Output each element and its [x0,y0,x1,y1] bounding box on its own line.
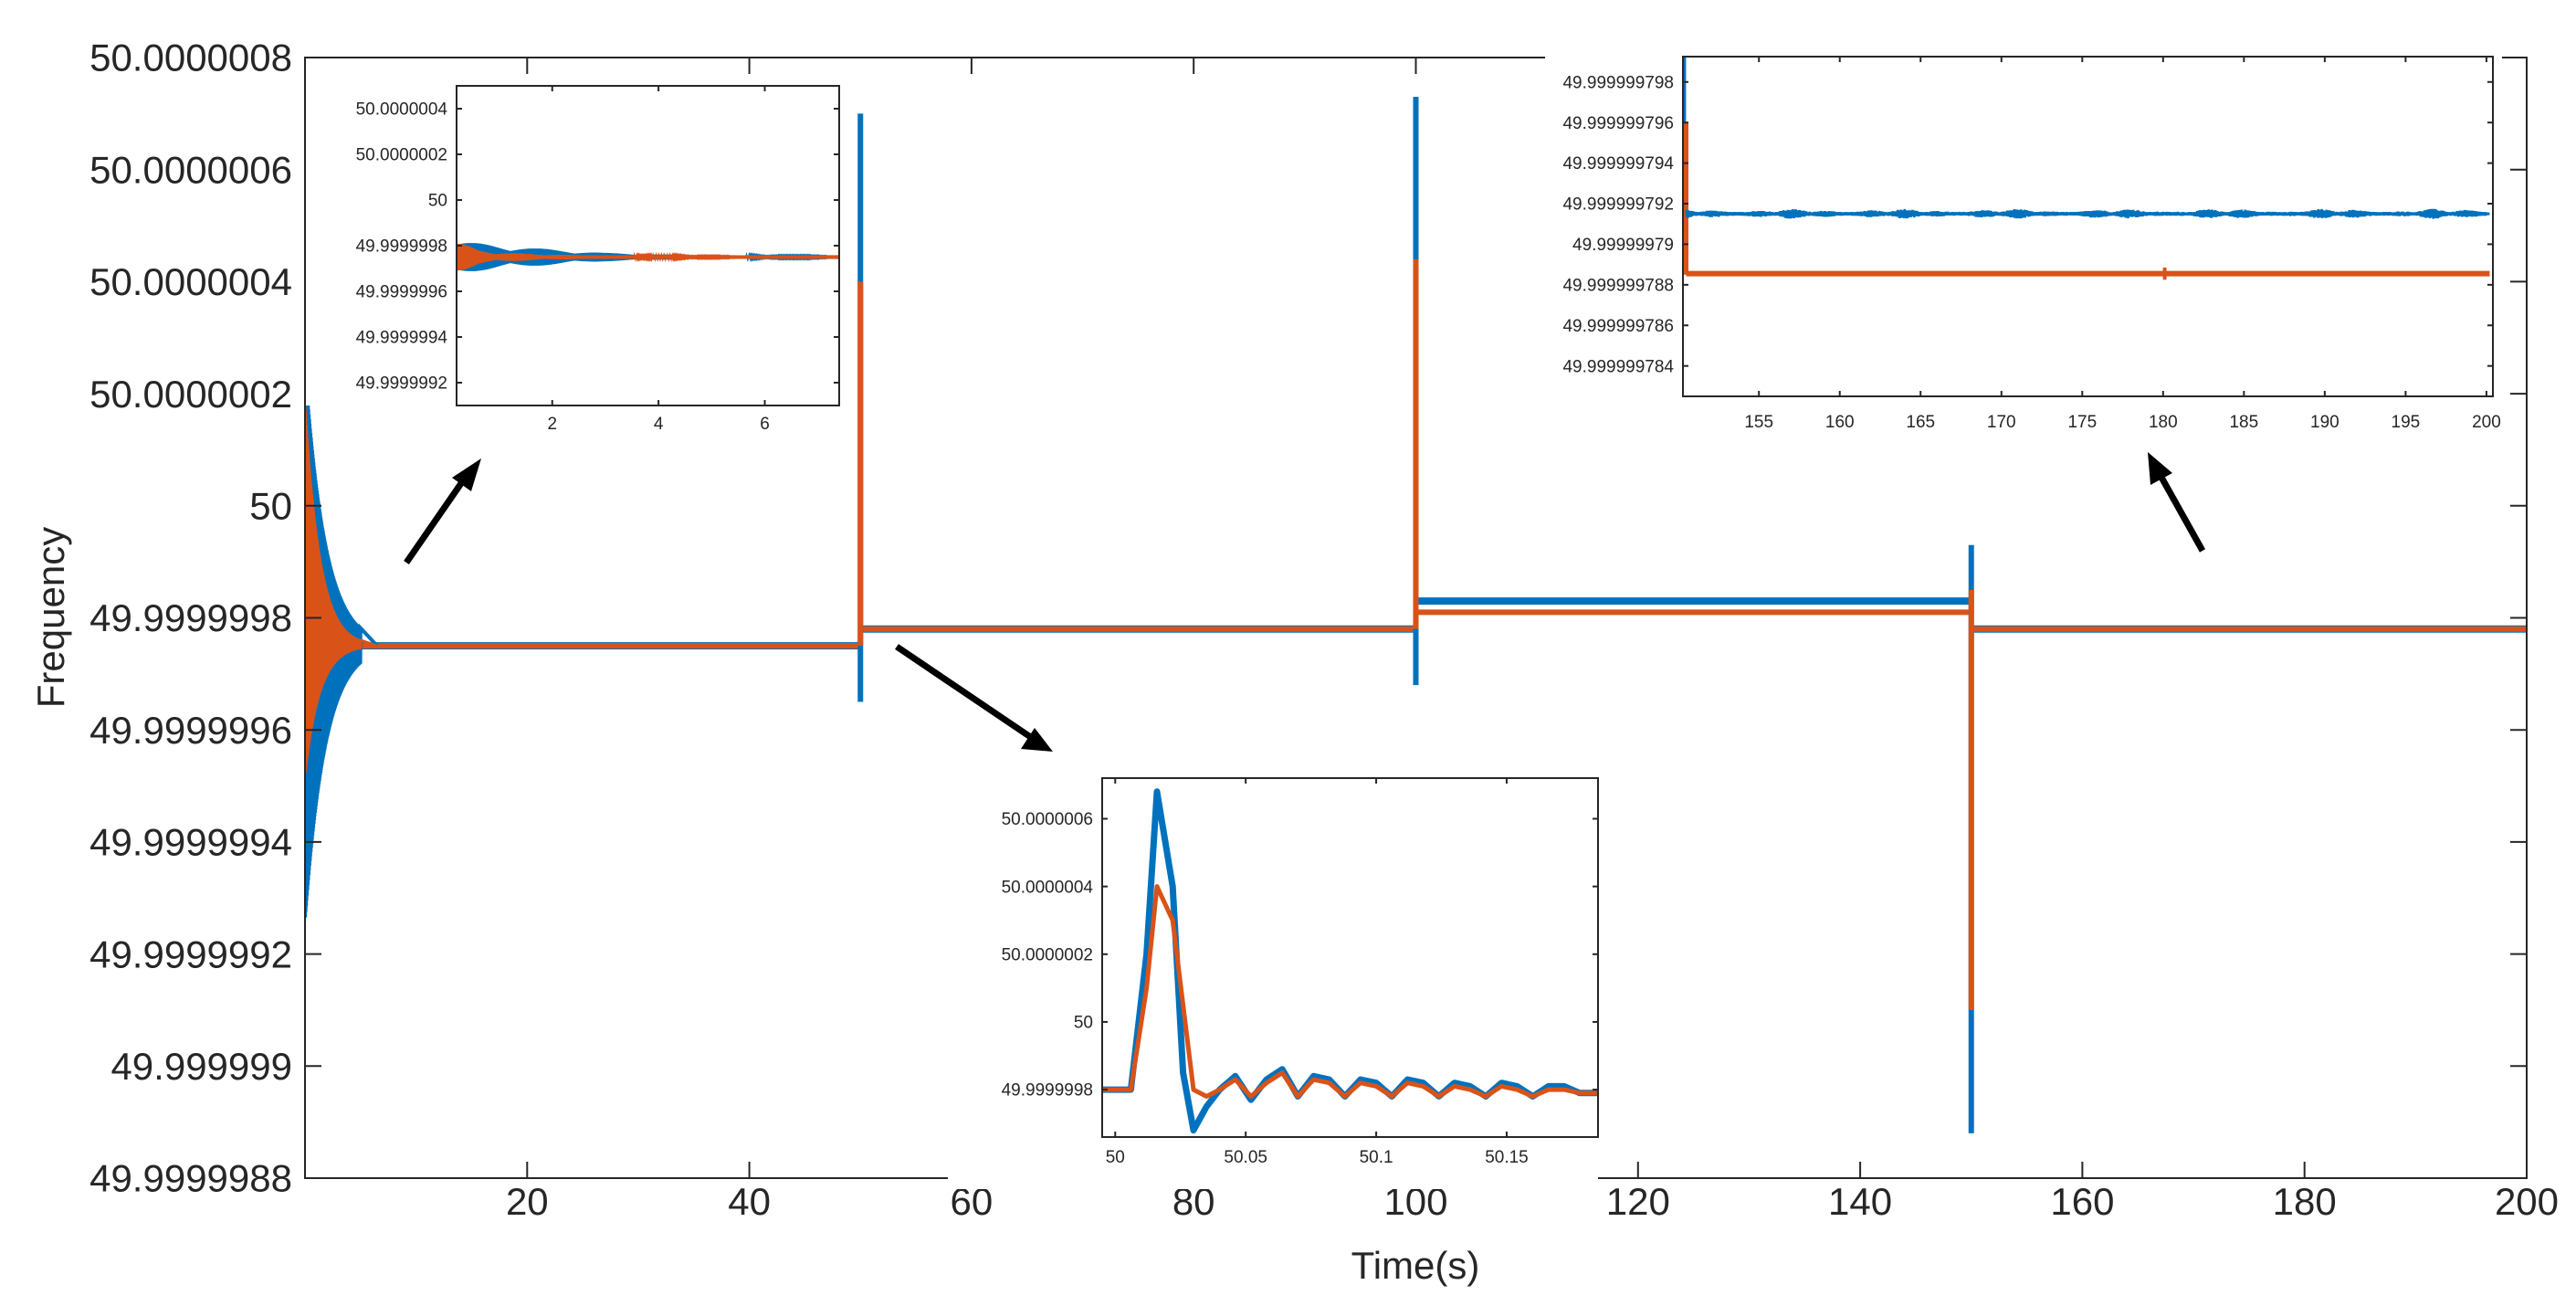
x-tick-label: 120 [1606,1180,1670,1223]
x-tick-label: 50.15 [1485,1148,1529,1167]
y-tick-label: 49.9999996 [356,283,447,302]
x-tick-label: 170 [1987,413,2016,432]
series2-line [1102,884,1598,1099]
y-tick-label: 49.9999998 [1002,1081,1093,1101]
y-tick-label: 49.9999996 [89,709,292,752]
x-tick-label: 140 [1828,1180,1892,1223]
main-y-ticks: 49.999998849.99999949.999999249.99999944… [89,37,2527,1200]
inset-startup-y-ticks: 49.9999992 49.9999994 49.9999996 49.9999998… [356,100,839,394]
x-tick-label: 50.1 [1360,1148,1393,1167]
y-tick-label: 49.999999784 [1562,357,1674,376]
main-plot-area [305,96,2527,1133]
inset-end-chart: 155 160 165 170 175 180 185 190 195 200 49.999999… [1545,56,2502,449]
x-tick-label: 200 [2495,1180,2559,1223]
x-tick-label: 20 [506,1180,549,1223]
inset-end-background [1545,57,2502,449]
inset-end-x-ticks: 155 160 165 170 175 180 185 190 195 200 [1744,57,2501,432]
inset-event50-background [948,778,1598,1189]
x-tick-label: 6 [760,415,770,434]
x-tick-label: 185 [2229,413,2258,432]
y-tick-label: 50.0000004 [356,100,448,120]
y-tick-label: 49.999999792 [1562,195,1674,215]
inset-event50-x-ticks: 50 50.05 50.1 50.15 [1106,778,1529,1167]
y-tick-label: 50 [1074,1014,1093,1033]
inset-event50-axes-box [1101,777,1599,1138]
y-tick-label: 49.999999788 [1562,277,1674,296]
main-x-axis-label: Time(s) [1351,1244,1480,1287]
x-tick-label: 190 [2310,413,2339,432]
x-tick-label: 2 [547,415,557,434]
y-tick-label: 49.999999794 [1562,154,1674,174]
x-tick-label: 160 [2050,1180,2114,1223]
y-tick-label: 49.999999798 [1562,73,1674,92]
main-y-axis-label: Frequency [29,527,72,708]
series2-startup-oscillation [305,405,378,774]
y-tick-label: 50.0000008 [89,37,292,79]
x-tick-label: 195 [2392,413,2421,432]
y-tick-label: 49.9999998 [356,237,447,257]
inset-event50-chart: 50 50.05 50.1 50.15 49.9999998 50 50.0000002 5… [948,777,1599,1189]
y-tick-label: 49.9999998 [89,596,292,639]
y-tick-label: 49.99999979 [1572,236,1674,255]
y-tick-label: 50.0000004 [89,260,292,303]
inset-startup-background [306,86,839,405]
y-tick-label: 50.0000002 [89,373,292,416]
x-tick-label: 200 [2472,413,2501,432]
inset-startup-plot-area [457,243,839,271]
y-tick-label: 50 [428,192,447,211]
y-tick-label: 50.0000006 [89,148,292,191]
arrow-to-end-inset [2148,452,2206,553]
y-tick-label: 49.999999786 [1562,317,1674,336]
x-tick-label: 175 [2067,413,2097,432]
main-x-ticks: 20 40 60 80 100 120 140 160 180 200 [506,58,2559,1223]
x-tick-label: 160 [1825,413,1855,432]
x-tick-label: 50.05 [1224,1148,1267,1167]
y-tick-label: 49.9999992 [89,932,292,975]
y-tick-label: 49.9999994 [89,821,292,864]
x-tick-label: 165 [1906,413,1935,432]
inset-end-y-ticks: 49.999999784 49.999999786 49.999999788 49.9… [1562,73,2493,376]
x-tick-label: 180 [2273,1180,2337,1223]
arrow-to-event50-inset [895,644,1053,752]
y-tick-label: 50.0000004 [1002,878,1094,897]
arrow-to-startup-inset [404,458,481,564]
y-tick-label: 50.0000002 [356,146,447,165]
x-tick-label: 180 [2149,413,2178,432]
y-tick-label: 49.9999988 [89,1157,292,1200]
x-tick-label: 155 [1744,413,1773,432]
y-tick-label: 50 [249,485,292,528]
y-tick-label: 49.9999992 [356,374,447,394]
y-tick-label: 50.0000006 [1002,810,1093,829]
x-tick-label: 4 [654,415,664,434]
x-tick-label: 40 [728,1180,771,1223]
main-chart: 20 40 60 80 100 120 140 160 180 200 49.999998849.… [29,37,2559,1287]
y-tick-label: 49.999999796 [1562,114,1674,133]
y-tick-label: 49.999999 [110,1045,292,1088]
inset-event50-plot-area [1102,788,1598,1134]
inset-end-axes-box [1682,56,2494,397]
x-tick-label: 50 [1106,1148,1125,1167]
annotation-arrows [404,452,2206,752]
inset-event50-y-ticks: 49.9999998 50 50.0000002 50.0000004 50.00000… [1002,810,1598,1101]
y-tick-label: 49.9999994 [356,329,448,348]
inset-startup-x-ticks: 2 4 6 [547,86,770,434]
y-tick-label: 50.0000002 [1002,945,1093,964]
